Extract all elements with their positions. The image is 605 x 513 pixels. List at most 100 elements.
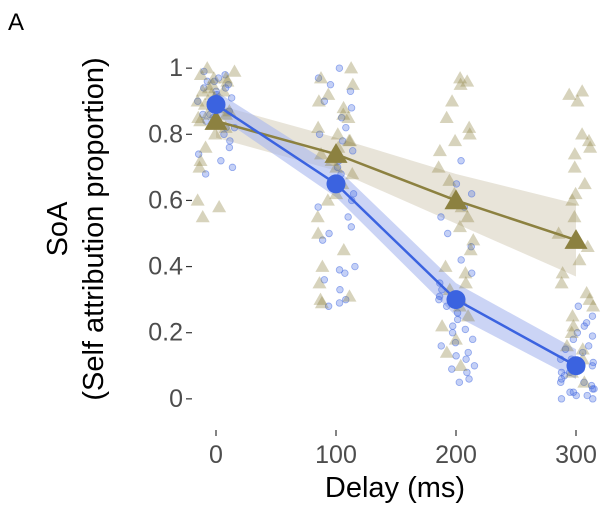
raw-point	[452, 180, 461, 188]
raw-point	[335, 266, 344, 274]
raw-point	[432, 143, 447, 157]
raw-point	[561, 345, 570, 353]
raw-point	[463, 243, 478, 256]
raw-point	[190, 94, 205, 107]
y-axis-title-line-1: SoA	[42, 201, 74, 256]
raw-point	[588, 312, 597, 320]
raw-point	[448, 365, 456, 373]
raw-point	[312, 276, 327, 289]
raw-point	[452, 352, 460, 360]
raw-point	[206, 71, 221, 84]
raw-point	[320, 193, 335, 206]
raw-point	[193, 153, 208, 166]
mean-line	[215, 103, 577, 367]
raw-point	[470, 362, 479, 370]
raw-point	[554, 276, 569, 289]
raw-point	[442, 173, 457, 186]
y-axis: 0 0.2 0.4 0.6 0.8 1	[148, 54, 192, 413]
raw-point	[195, 209, 210, 223]
raw-point	[573, 329, 582, 337]
mean-point	[324, 143, 348, 163]
ci-band	[216, 104, 576, 277]
mean-markers	[204, 95, 588, 376]
raw-point	[220, 130, 228, 138]
raw-point	[439, 110, 454, 124]
raw-point	[460, 209, 475, 223]
raw-point	[448, 133, 463, 147]
raw-point	[351, 262, 359, 271]
raw-point	[431, 160, 446, 173]
raw-point	[208, 127, 223, 140]
raw-point	[205, 77, 220, 90]
raw-point	[588, 362, 597, 370]
raw-point	[586, 299, 601, 312]
raw-point	[435, 319, 450, 332]
raw-point	[216, 84, 231, 97]
raw-point	[338, 137, 347, 145]
x-tick-label: 100	[315, 441, 357, 469]
raw-point	[194, 150, 203, 158]
raw-point	[569, 335, 578, 344]
raw-point	[221, 84, 230, 92]
x-tick-label: 200	[435, 441, 477, 469]
mean-point	[566, 356, 586, 376]
raw-point	[320, 276, 329, 284]
raw-point	[343, 133, 358, 147]
raw-point	[314, 295, 329, 309]
raw-point	[193, 67, 208, 81]
raw-point	[217, 157, 225, 165]
raw-point	[194, 97, 202, 105]
raw-point	[326, 80, 335, 89]
raw-point	[460, 74, 475, 87]
raw-point	[342, 289, 357, 302]
raw-point	[581, 133, 596, 147]
raw-point	[221, 71, 229, 79]
raw-point	[580, 378, 588, 387]
raw-point	[313, 292, 328, 305]
raw-point	[566, 319, 581, 332]
raw-point	[341, 110, 356, 124]
raw-point	[349, 190, 358, 198]
raw-point	[462, 120, 477, 133]
raw-point	[220, 74, 235, 87]
raw-point	[457, 256, 465, 264]
raw-point	[195, 84, 210, 97]
raw-point	[335, 299, 344, 307]
raw-point	[336, 286, 344, 294]
raw-point	[219, 107, 234, 120]
raw-point	[200, 107, 215, 120]
raw-point	[193, 114, 208, 127]
mean-point	[326, 174, 346, 194]
raw-point	[342, 295, 350, 304]
panel-label: A	[8, 9, 24, 36]
y-axis-title-line-2: (Self attribution proportion)	[78, 57, 110, 400]
raw-point	[192, 160, 207, 173]
raw-point	[226, 137, 234, 145]
y-tick-label: 0.6	[148, 186, 183, 214]
raw-point	[582, 292, 597, 305]
raw-point	[200, 84, 208, 92]
raw-point	[570, 94, 585, 107]
raw-point	[347, 223, 356, 231]
raw-point	[198, 140, 213, 153]
raw-point	[577, 375, 592, 388]
raw-point	[311, 120, 326, 133]
raw-point	[572, 252, 587, 266]
raw-point	[336, 100, 351, 114]
raw-point	[227, 94, 236, 102]
raw-point	[453, 358, 468, 372]
raw-point	[337, 114, 346, 122]
raw-point	[467, 243, 475, 251]
raw-point	[583, 391, 591, 400]
mean-point	[206, 95, 226, 115]
raw-point	[462, 127, 477, 140]
raw-point	[200, 61, 215, 74]
raw-point	[462, 355, 470, 363]
y-tick-label: 0.2	[148, 319, 183, 347]
raw-point	[201, 170, 210, 178]
raw-point	[341, 269, 349, 277]
raw-point	[562, 87, 577, 100]
raw-point	[333, 163, 342, 172]
